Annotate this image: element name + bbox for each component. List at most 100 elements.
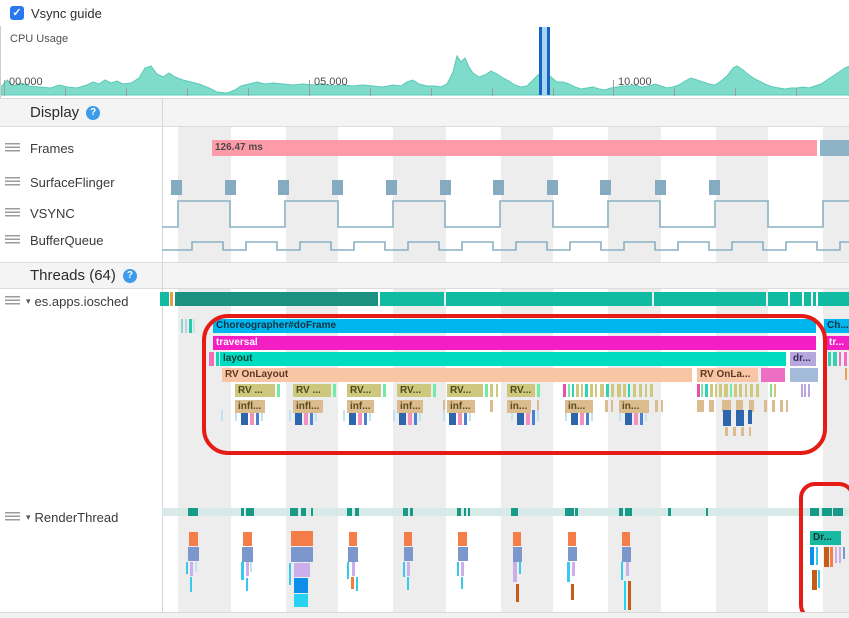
surfaceflinger-event [278, 180, 289, 195]
thread-state-segment [175, 292, 378, 306]
trace-event-bar[interactable]: infl... [293, 400, 323, 413]
render-event-tick [458, 547, 468, 561]
drag-handle-icon[interactable] [5, 234, 20, 246]
trace-event-bar[interactable]: inf... [397, 400, 423, 413]
trace-event-bar[interactable]: infl... [235, 400, 265, 413]
trace-event-tick [315, 410, 317, 421]
trace-event-bar[interactable]: dr... [790, 352, 816, 366]
trace-event-tick [358, 410, 362, 425]
render-event-tick [621, 562, 623, 580]
trace-event-tick [697, 400, 704, 412]
drag-handle-icon[interactable] [5, 207, 20, 219]
frame-event-bar[interactable]: 126.47 ms [212, 140, 817, 156]
surfaceflinger-event [709, 180, 720, 195]
display-help-icon[interactable]: ? [86, 105, 101, 120]
trace-event-bar[interactable]: RV OnLa... [697, 368, 758, 382]
trace-event-tick [469, 410, 471, 421]
trace-event-bar[interactable]: in... [565, 400, 593, 413]
trace-event-tick [701, 384, 703, 397]
expand-arrow-icon[interactable]: ▾ [26, 295, 31, 306]
render-event-tick [241, 562, 244, 580]
trace-event-tick [304, 410, 308, 425]
trace-event-tick [611, 400, 613, 412]
trace-event-tick [639, 384, 642, 397]
trace-event-bar[interactable]: tr... [826, 336, 849, 350]
render-event-tick [513, 547, 522, 562]
trace-event-tick [261, 410, 263, 421]
surfaceflinger-event [332, 180, 343, 195]
surfaceflinger-event [440, 180, 451, 195]
render-event-tick [348, 547, 358, 562]
trace-event-bar[interactable]: inf... [447, 400, 475, 413]
axis-minor-tick [674, 88, 675, 96]
trace-event-tick [715, 384, 717, 397]
render-event-tick [404, 547, 413, 561]
axis-minor-tick [187, 88, 188, 96]
trace-event-bar[interactable]: RV ... [293, 384, 331, 397]
trace-event-bar[interactable]: traversal [213, 336, 816, 350]
expand-arrow-icon[interactable]: ▾ [26, 511, 31, 522]
threads-section-title: Threads (64) [30, 267, 116, 284]
surfaceflinger-event [225, 180, 236, 195]
renderthread-state-segment [511, 508, 518, 516]
trace-event-tick [619, 410, 621, 421]
trace-event-bar[interactable]: Choreographer#doFrame [213, 319, 816, 333]
trace-event-bar[interactable]: in... [507, 400, 531, 413]
drag-handle-icon[interactable] [5, 142, 20, 154]
axis-minor-tick [370, 88, 371, 96]
trace-event-bar[interactable]: layout [220, 352, 786, 366]
vsync-guide-checkbox[interactable]: ✓ [10, 6, 24, 20]
trace-event-tick [576, 384, 579, 397]
trace-event-tick [617, 384, 621, 397]
trace-event-bar[interactable]: RV... [507, 384, 535, 397]
render-event-bar[interactable]: Dr... [810, 531, 841, 545]
trace-event-tick [241, 410, 248, 425]
trace-event-tick [408, 410, 412, 425]
trace-event-bar[interactable]: RV... [447, 384, 483, 397]
drag-handle-icon[interactable] [5, 511, 20, 523]
render-event-tick [839, 547, 841, 563]
trace-event-tick [723, 410, 731, 426]
trace-event-bar[interactable]: Ch... [824, 319, 849, 333]
trace-event-bar[interactable]: inf... [347, 400, 374, 413]
thread-state-segment [446, 292, 652, 306]
vsync-guide-row: ✓ Vsync guide [0, 0, 849, 27]
track-row-es-apps-iosched: ▾ es.apps.iosched [0, 292, 160, 310]
track-label: Frames [30, 140, 75, 156]
frame-event-bar[interactable] [820, 140, 849, 156]
render-event-tick [810, 547, 814, 565]
trace-event-bar[interactable]: RV OnLayout [222, 368, 692, 382]
render-event-tick [816, 547, 818, 565]
axis-label: 05.000 [314, 76, 348, 88]
drag-handle-icon[interactable] [5, 295, 20, 307]
trace-event-tick [572, 384, 574, 397]
trace-event-bar[interactable]: in... [619, 400, 649, 413]
trace-event-tick [581, 384, 583, 397]
trace-event-tick [443, 400, 445, 412]
trace-event-bar[interactable]: RV ... [235, 384, 275, 397]
trace-event-tick [443, 410, 445, 421]
render-event-tick [351, 577, 354, 589]
trace-event-bar[interactable]: RV... [347, 384, 381, 397]
trace-event-tick [628, 384, 630, 397]
renderthread-state-segment [668, 508, 671, 516]
trace-event-tick [419, 410, 421, 421]
thread-state-segment [380, 292, 444, 306]
trace-event-tick [724, 384, 728, 397]
threads-help-icon[interactable]: ? [122, 268, 137, 283]
renderthread-state-segment [188, 508, 198, 516]
thread-state-segment [170, 292, 173, 306]
render-event-tick [195, 562, 197, 572]
trace-event-tick [464, 410, 467, 425]
surfaceflinger-event [600, 180, 611, 195]
renderthread-state-segment [575, 508, 578, 516]
trace-event-tick [606, 384, 609, 397]
trace-event-bar[interactable]: RV... [397, 384, 431, 397]
trace-event-tick [722, 400, 731, 412]
cpu-usage-panel[interactable]: CPU Usage 00.000 05.000 10.000 [0, 26, 849, 99]
drag-handle-icon[interactable] [5, 176, 20, 188]
trace-event-tick [511, 410, 513, 421]
render-event-tick [624, 581, 626, 610]
trace-event-tick [634, 410, 638, 425]
render-event-tick [516, 584, 519, 602]
